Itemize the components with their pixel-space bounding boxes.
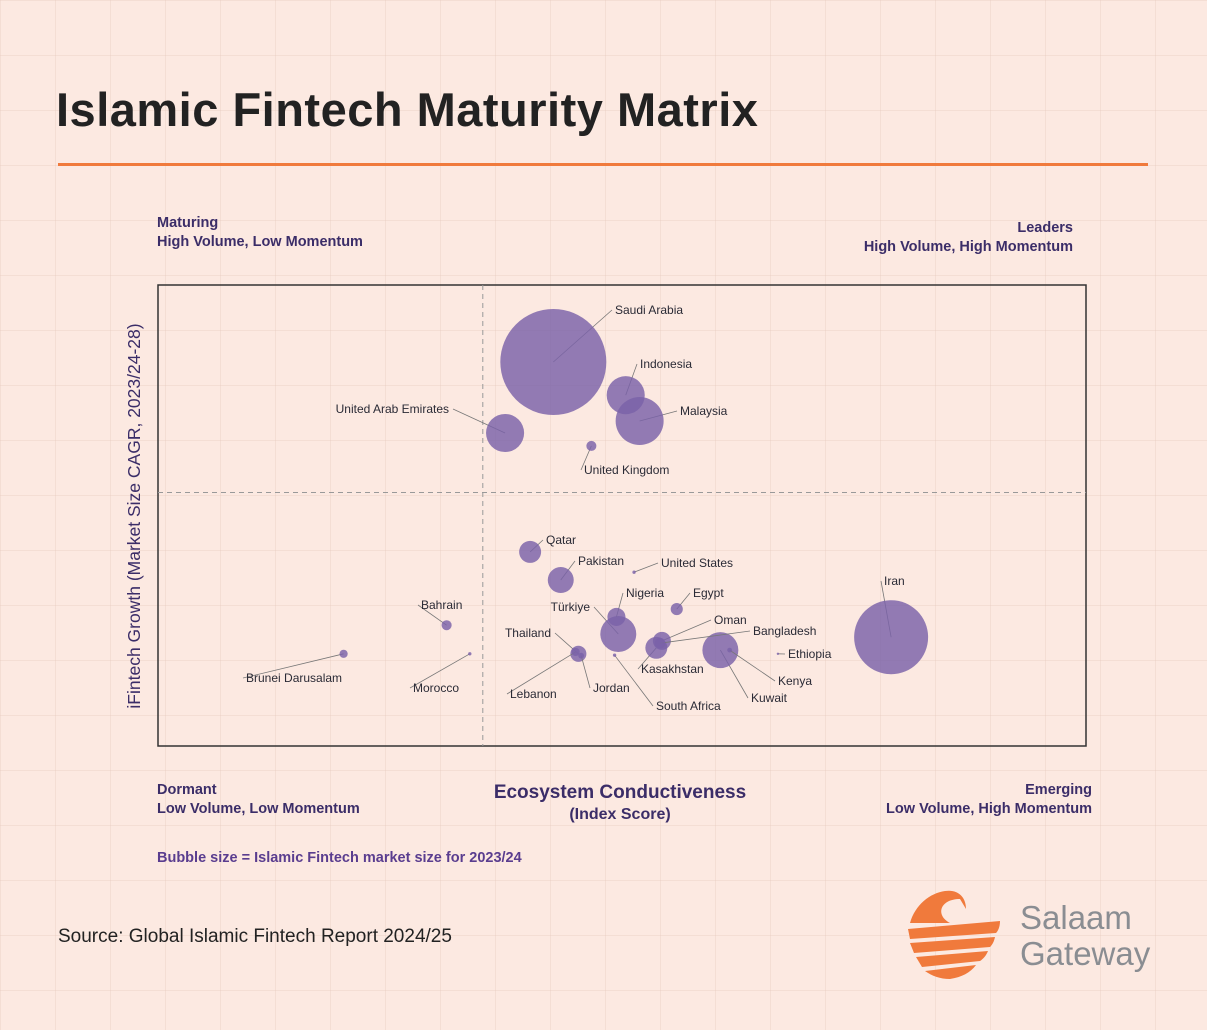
quadrant-desc: High Volume, Low Momentum: [157, 234, 363, 250]
brand-name: Salaam Gateway: [1020, 900, 1150, 972]
bubble-bangladesh: [654, 637, 666, 649]
data-label: United Arab Emirates: [336, 402, 449, 416]
data-label: Malaysia: [680, 404, 728, 418]
bubble-nigeria: [607, 607, 626, 626]
data-label: Ethiopia: [788, 647, 832, 661]
bubble-iran: [854, 600, 929, 675]
bubble-united-arab-emirates: [486, 413, 525, 453]
bubble-qatar: [519, 540, 542, 563]
bubble-kuwait: [702, 632, 739, 669]
quadrant-name: Maturing: [157, 215, 219, 231]
data-label: Kenya: [778, 674, 812, 688]
quadrant-desc: Low Volume, Low Momentum: [157, 801, 360, 817]
bubble-ethiopia: [776, 652, 780, 655]
data-label: Egypt: [693, 586, 724, 600]
bubble-south-africa: [612, 653, 617, 657]
data-label: Türkiye: [551, 600, 591, 614]
quadrant-name: Leaders: [1017, 220, 1073, 236]
bubble-pakistan: [547, 567, 574, 594]
leader-line: [417, 604, 447, 626]
quadrant-label-leaders: Leaders High Volume, High Momentum: [864, 219, 1073, 257]
data-label: Saudi Arabia: [615, 303, 683, 317]
salaam-gateway-logo-icon: [908, 890, 1000, 979]
bubble-morocco: [468, 652, 472, 656]
data-label: Brunei Darusalam: [246, 671, 342, 685]
title-divider: [58, 163, 1148, 166]
data-label: Bangladesh: [753, 624, 816, 638]
data-label: Qatar: [546, 533, 576, 547]
data-label: Lebanon: [510, 687, 557, 701]
leader-line: [242, 653, 344, 679]
bubble-kenya: [727, 647, 733, 653]
data-label: Indonesia: [640, 357, 692, 371]
data-label: United Kingdom: [584, 463, 669, 477]
bubble-t-rkiye: [600, 616, 637, 652]
leader-line: [580, 655, 591, 689]
data-label: Kasakhstan: [641, 662, 704, 676]
data-label: Oman: [714, 613, 747, 627]
plot-frame: [157, 284, 1087, 747]
brand-line-2: Gateway: [1020, 935, 1151, 972]
bubble-bahrain: [441, 620, 452, 631]
leader-line: [729, 649, 776, 682]
data-label: Pakistan: [578, 554, 624, 568]
data-label: Jordan: [593, 681, 630, 695]
brand-line-1: Salaam: [1020, 899, 1132, 936]
data-label: Nigeria: [626, 586, 664, 600]
bubble-egypt: [670, 603, 683, 616]
data-label: United States: [661, 556, 733, 570]
leader-line: [409, 653, 471, 689]
leader-line: [506, 651, 576, 695]
x-axis-subtitle: (Index Score): [569, 806, 671, 823]
data-label: Morocco: [413, 681, 459, 695]
leader-line: [659, 630, 751, 644]
quadrant-desc: Low Volume, High Momentum: [886, 801, 1092, 817]
bubble-united-states: [632, 570, 636, 574]
bubble-size-note: Bubble size = Islamic Fintech market siz…: [157, 850, 522, 866]
quadrant-label-maturing: Maturing High Volume, Low Momentum: [157, 214, 363, 252]
quadrant-label-emerging: Emerging Low Volume, High Momentum: [886, 781, 1092, 819]
bubble-brunei-darusalam: [339, 649, 348, 658]
source-text: Source: Global Islamic Fintech Report 20…: [58, 926, 452, 947]
quadrant-name: Emerging: [1025, 782, 1092, 798]
quadrant-desc: High Volume, High Momentum: [863, 239, 1073, 255]
x-axis-label: Ecosystem Conductiveness (Index Score): [440, 782, 800, 826]
leader-line: [633, 562, 659, 573]
bubble-lebanon: [571, 647, 580, 657]
data-label: South Africa: [656, 699, 721, 713]
data-label: Thailand: [505, 626, 551, 640]
bubble-jordan: [578, 652, 585, 659]
x-axis-title: Ecosystem Conductiveness: [493, 782, 747, 803]
bubble-united-kingdom: [586, 440, 597, 451]
quadrant-label-dormant: Dormant Low Volume, Low Momentum: [157, 781, 360, 819]
bubble-indonesia: [606, 376, 645, 415]
data-label: Kuwait: [751, 691, 788, 705]
quadrant-name: Dormant: [157, 782, 217, 798]
y-axis-label: iFintech Growth (Market Size CAGR, 2023/…: [124, 323, 144, 708]
data-label: Iran: [884, 574, 905, 588]
data-label: Bahrain: [421, 598, 462, 612]
page-title: Islamic Fintech Maturity Matrix: [56, 83, 759, 136]
leader-line: [614, 654, 654, 707]
bubble-saudi-arabia: [500, 308, 607, 415]
